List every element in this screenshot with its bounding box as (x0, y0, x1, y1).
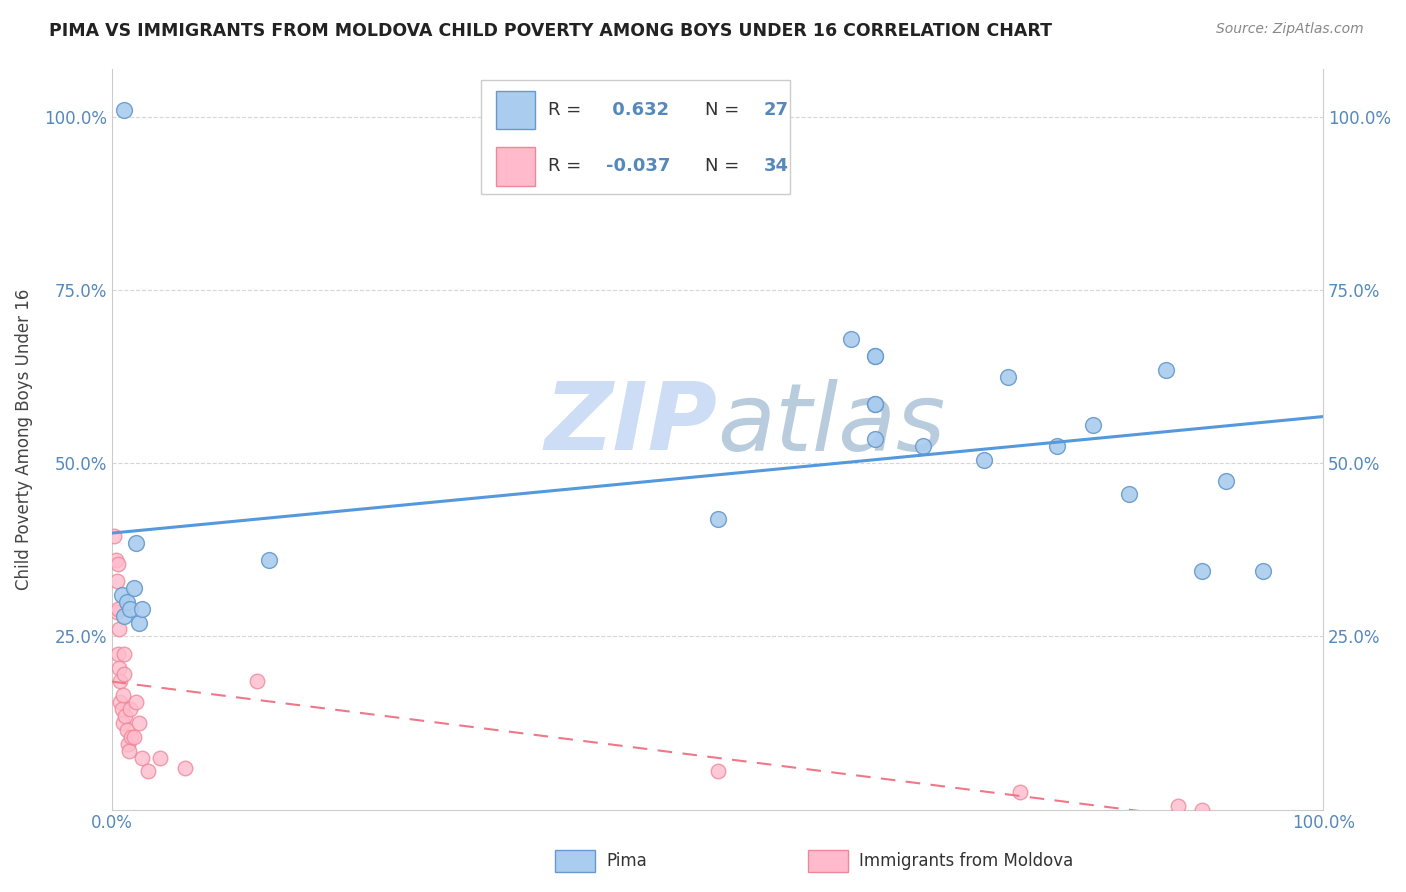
Text: 27: 27 (763, 101, 789, 119)
Point (863, 397, 886, 411)
Point (111, 688, 134, 702)
Text: Pima: Pima (606, 852, 647, 871)
Point (118, 744, 141, 758)
Point (136, 764, 159, 779)
Point (112, 647, 135, 661)
Point (706, 764, 728, 779)
Point (120, 730, 142, 744)
Text: R =: R = (548, 101, 586, 119)
Point (108, 623, 131, 637)
Point (149, 750, 172, 764)
Point (973, 452, 995, 467)
Point (131, 750, 153, 764)
Point (122, 730, 145, 744)
Point (863, 349, 886, 363)
Point (120, 601, 142, 615)
Point (107, 557, 129, 571)
Text: Source: ZipAtlas.com: Source: ZipAtlas.com (1216, 22, 1364, 37)
Point (997, 369, 1019, 384)
Text: ZIP: ZIP (544, 378, 717, 470)
Text: 34: 34 (763, 157, 789, 176)
Point (1251, 564, 1274, 578)
Point (1191, 564, 1213, 578)
Point (112, 103, 135, 117)
Point (125, 695, 148, 709)
Point (111, 716, 134, 731)
Text: atlas: atlas (717, 379, 946, 470)
Point (131, 601, 153, 615)
Point (259, 553, 281, 567)
Point (173, 761, 195, 775)
FancyBboxPatch shape (481, 79, 790, 194)
Text: Immigrants from Moldova: Immigrants from Moldova (859, 852, 1073, 871)
Point (117, 737, 139, 751)
Text: -0.037: -0.037 (606, 157, 671, 176)
Point (863, 432, 886, 446)
Point (105, 605, 128, 619)
Point (110, 695, 132, 709)
Point (104, 553, 127, 567)
Point (122, 581, 145, 595)
Text: 0.632: 0.632 (606, 101, 669, 119)
Point (863, 349, 886, 363)
Point (111, 588, 134, 602)
Point (246, 674, 269, 689)
Point (706, 511, 728, 525)
Point (110, 674, 132, 689)
Point (115, 595, 138, 609)
Text: N =: N = (706, 101, 745, 119)
Point (1191, 803, 1213, 817)
Point (128, 615, 150, 630)
Text: N =: N = (706, 157, 745, 176)
Point (1118, 487, 1140, 501)
Point (114, 709, 136, 723)
Point (103, 529, 125, 543)
Point (105, 574, 128, 588)
Point (120, 702, 142, 716)
Point (128, 716, 150, 731)
Point (1154, 363, 1177, 377)
Point (107, 647, 129, 661)
Point (912, 439, 935, 453)
FancyBboxPatch shape (496, 91, 534, 129)
Point (125, 536, 148, 550)
Point (839, 332, 862, 346)
Point (863, 397, 886, 411)
Point (111, 702, 134, 716)
Point (108, 660, 131, 674)
Text: R =: R = (548, 157, 586, 176)
Point (107, 601, 129, 615)
Point (1215, 474, 1237, 488)
Point (1010, 785, 1032, 799)
Text: PIMA VS IMMIGRANTS FROM MOLDOVA CHILD POVERTY AMONG BOYS UNDER 16 CORRELATION CH: PIMA VS IMMIGRANTS FROM MOLDOVA CHILD PO… (49, 22, 1052, 40)
Point (112, 667, 135, 681)
Point (115, 723, 138, 737)
Point (1046, 439, 1069, 453)
Point (1167, 799, 1189, 814)
Y-axis label: Child Poverty Among Boys Under 16: Child Poverty Among Boys Under 16 (15, 288, 32, 590)
Point (1081, 418, 1104, 433)
Point (112, 608, 135, 623)
FancyBboxPatch shape (496, 147, 534, 186)
